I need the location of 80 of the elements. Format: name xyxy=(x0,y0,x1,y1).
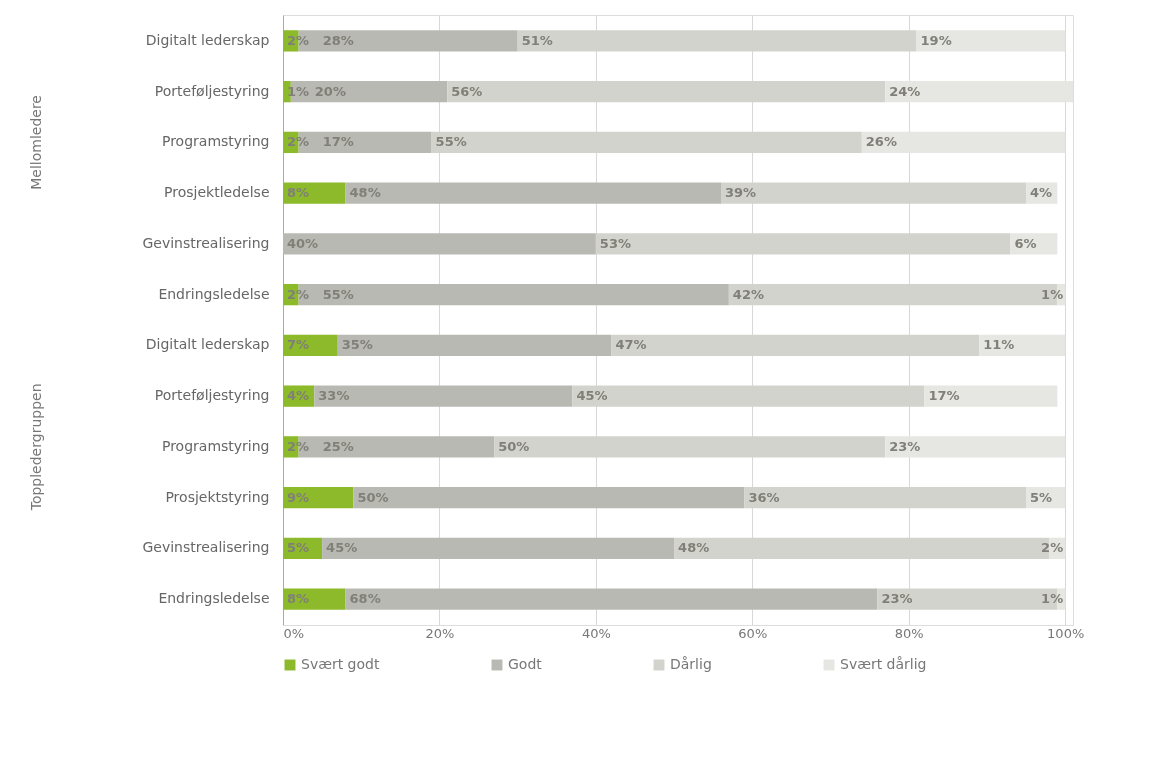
data-label: 23% xyxy=(889,438,921,454)
data-label: 45% xyxy=(576,388,608,404)
data-label: 8% xyxy=(287,591,310,607)
bar xyxy=(924,385,1058,407)
y-tick-label: Digitalt lederskap xyxy=(145,336,270,353)
data-label: 40% xyxy=(287,235,319,251)
data-label: 1% xyxy=(1041,286,1064,302)
x-tick-label: 0% xyxy=(283,625,305,641)
data-label: 35% xyxy=(341,337,373,353)
legend-label: Svært dårlig xyxy=(840,656,927,672)
data-label: 47% xyxy=(615,337,647,353)
bar xyxy=(353,486,745,509)
text: Toppledergruppen xyxy=(28,383,44,512)
data-label: 39% xyxy=(725,185,757,201)
x-tick-label: 20% xyxy=(425,625,455,641)
data-label: 6% xyxy=(1014,235,1037,251)
y-tick-label: Gevinstrealisering xyxy=(142,234,270,251)
y-tick-label: Digitalt lederskap xyxy=(145,31,270,48)
bar xyxy=(283,182,346,204)
data-label: 24% xyxy=(889,83,921,99)
bar xyxy=(314,385,573,407)
data-label: 1% xyxy=(1041,591,1064,607)
data-label: 55% xyxy=(435,134,467,150)
y-tick-label: Endringsledelse xyxy=(158,590,270,607)
bar xyxy=(885,436,1066,458)
data-label: 68% xyxy=(349,591,381,607)
data-label: 25% xyxy=(322,438,354,454)
y-tick-label: Porteføljestyring xyxy=(154,387,270,404)
bar xyxy=(916,30,1066,52)
legend-label: Godt xyxy=(508,656,543,672)
y-tick-label: Prosjektstyring xyxy=(165,488,270,505)
y-tick-label: Programstyring xyxy=(161,437,270,454)
x-tick-label: 100% xyxy=(1047,625,1085,641)
y-tick-label: Prosjektledelse xyxy=(164,184,270,201)
legend-label: Dårlig xyxy=(670,656,712,672)
data-label: 51% xyxy=(521,32,553,48)
data-label: 55% xyxy=(322,286,354,302)
data-label: 4% xyxy=(287,388,310,404)
y-tick-label: Porteføljestyring xyxy=(154,82,270,99)
data-label: 56% xyxy=(451,83,483,99)
data-label: 28% xyxy=(322,32,354,48)
data-label: 48% xyxy=(349,185,381,201)
data-label: 20% xyxy=(314,83,346,99)
bar xyxy=(345,182,722,204)
y-tick-label: Endringsledelse xyxy=(158,285,270,302)
x-tick-label: 80% xyxy=(894,625,924,641)
data-label: 11% xyxy=(983,337,1015,353)
x-tick-label: 40% xyxy=(581,625,611,641)
data-label: 9% xyxy=(287,489,310,505)
x-tick-label: 60% xyxy=(738,625,768,641)
bar xyxy=(861,131,1066,154)
y-tick-label: Programstyring xyxy=(161,133,270,150)
bar xyxy=(322,537,675,560)
data-label: 50% xyxy=(357,489,389,505)
bar xyxy=(283,233,596,255)
bar xyxy=(345,588,878,610)
y-tick-label: Gevinstrealisering xyxy=(142,539,270,556)
data-label: 48% xyxy=(678,540,710,556)
data-label: 4% xyxy=(1030,185,1053,201)
data-label: 50% xyxy=(498,438,530,454)
data-label: 23% xyxy=(881,591,913,607)
data-label: 17% xyxy=(928,388,960,404)
data-label: 26% xyxy=(865,134,897,150)
data-label: 5% xyxy=(287,540,310,556)
legend-label: Svært godt xyxy=(301,656,380,672)
data-label: 5% xyxy=(1030,489,1053,505)
bar xyxy=(283,588,346,610)
bar xyxy=(337,334,612,357)
data-label: 42% xyxy=(732,286,764,302)
data-label: 19% xyxy=(920,32,952,48)
data-label: 53% xyxy=(599,235,631,251)
data-label: 17% xyxy=(322,134,354,150)
bar xyxy=(1010,233,1058,255)
data-label: 8% xyxy=(287,185,310,201)
data-label: 7% xyxy=(287,337,310,353)
text: Mellomledere xyxy=(28,95,44,190)
data-label: 45% xyxy=(326,540,358,556)
data-label: 33% xyxy=(318,388,350,404)
data-label: 36% xyxy=(748,489,780,505)
data-label: 2% xyxy=(1041,540,1064,556)
